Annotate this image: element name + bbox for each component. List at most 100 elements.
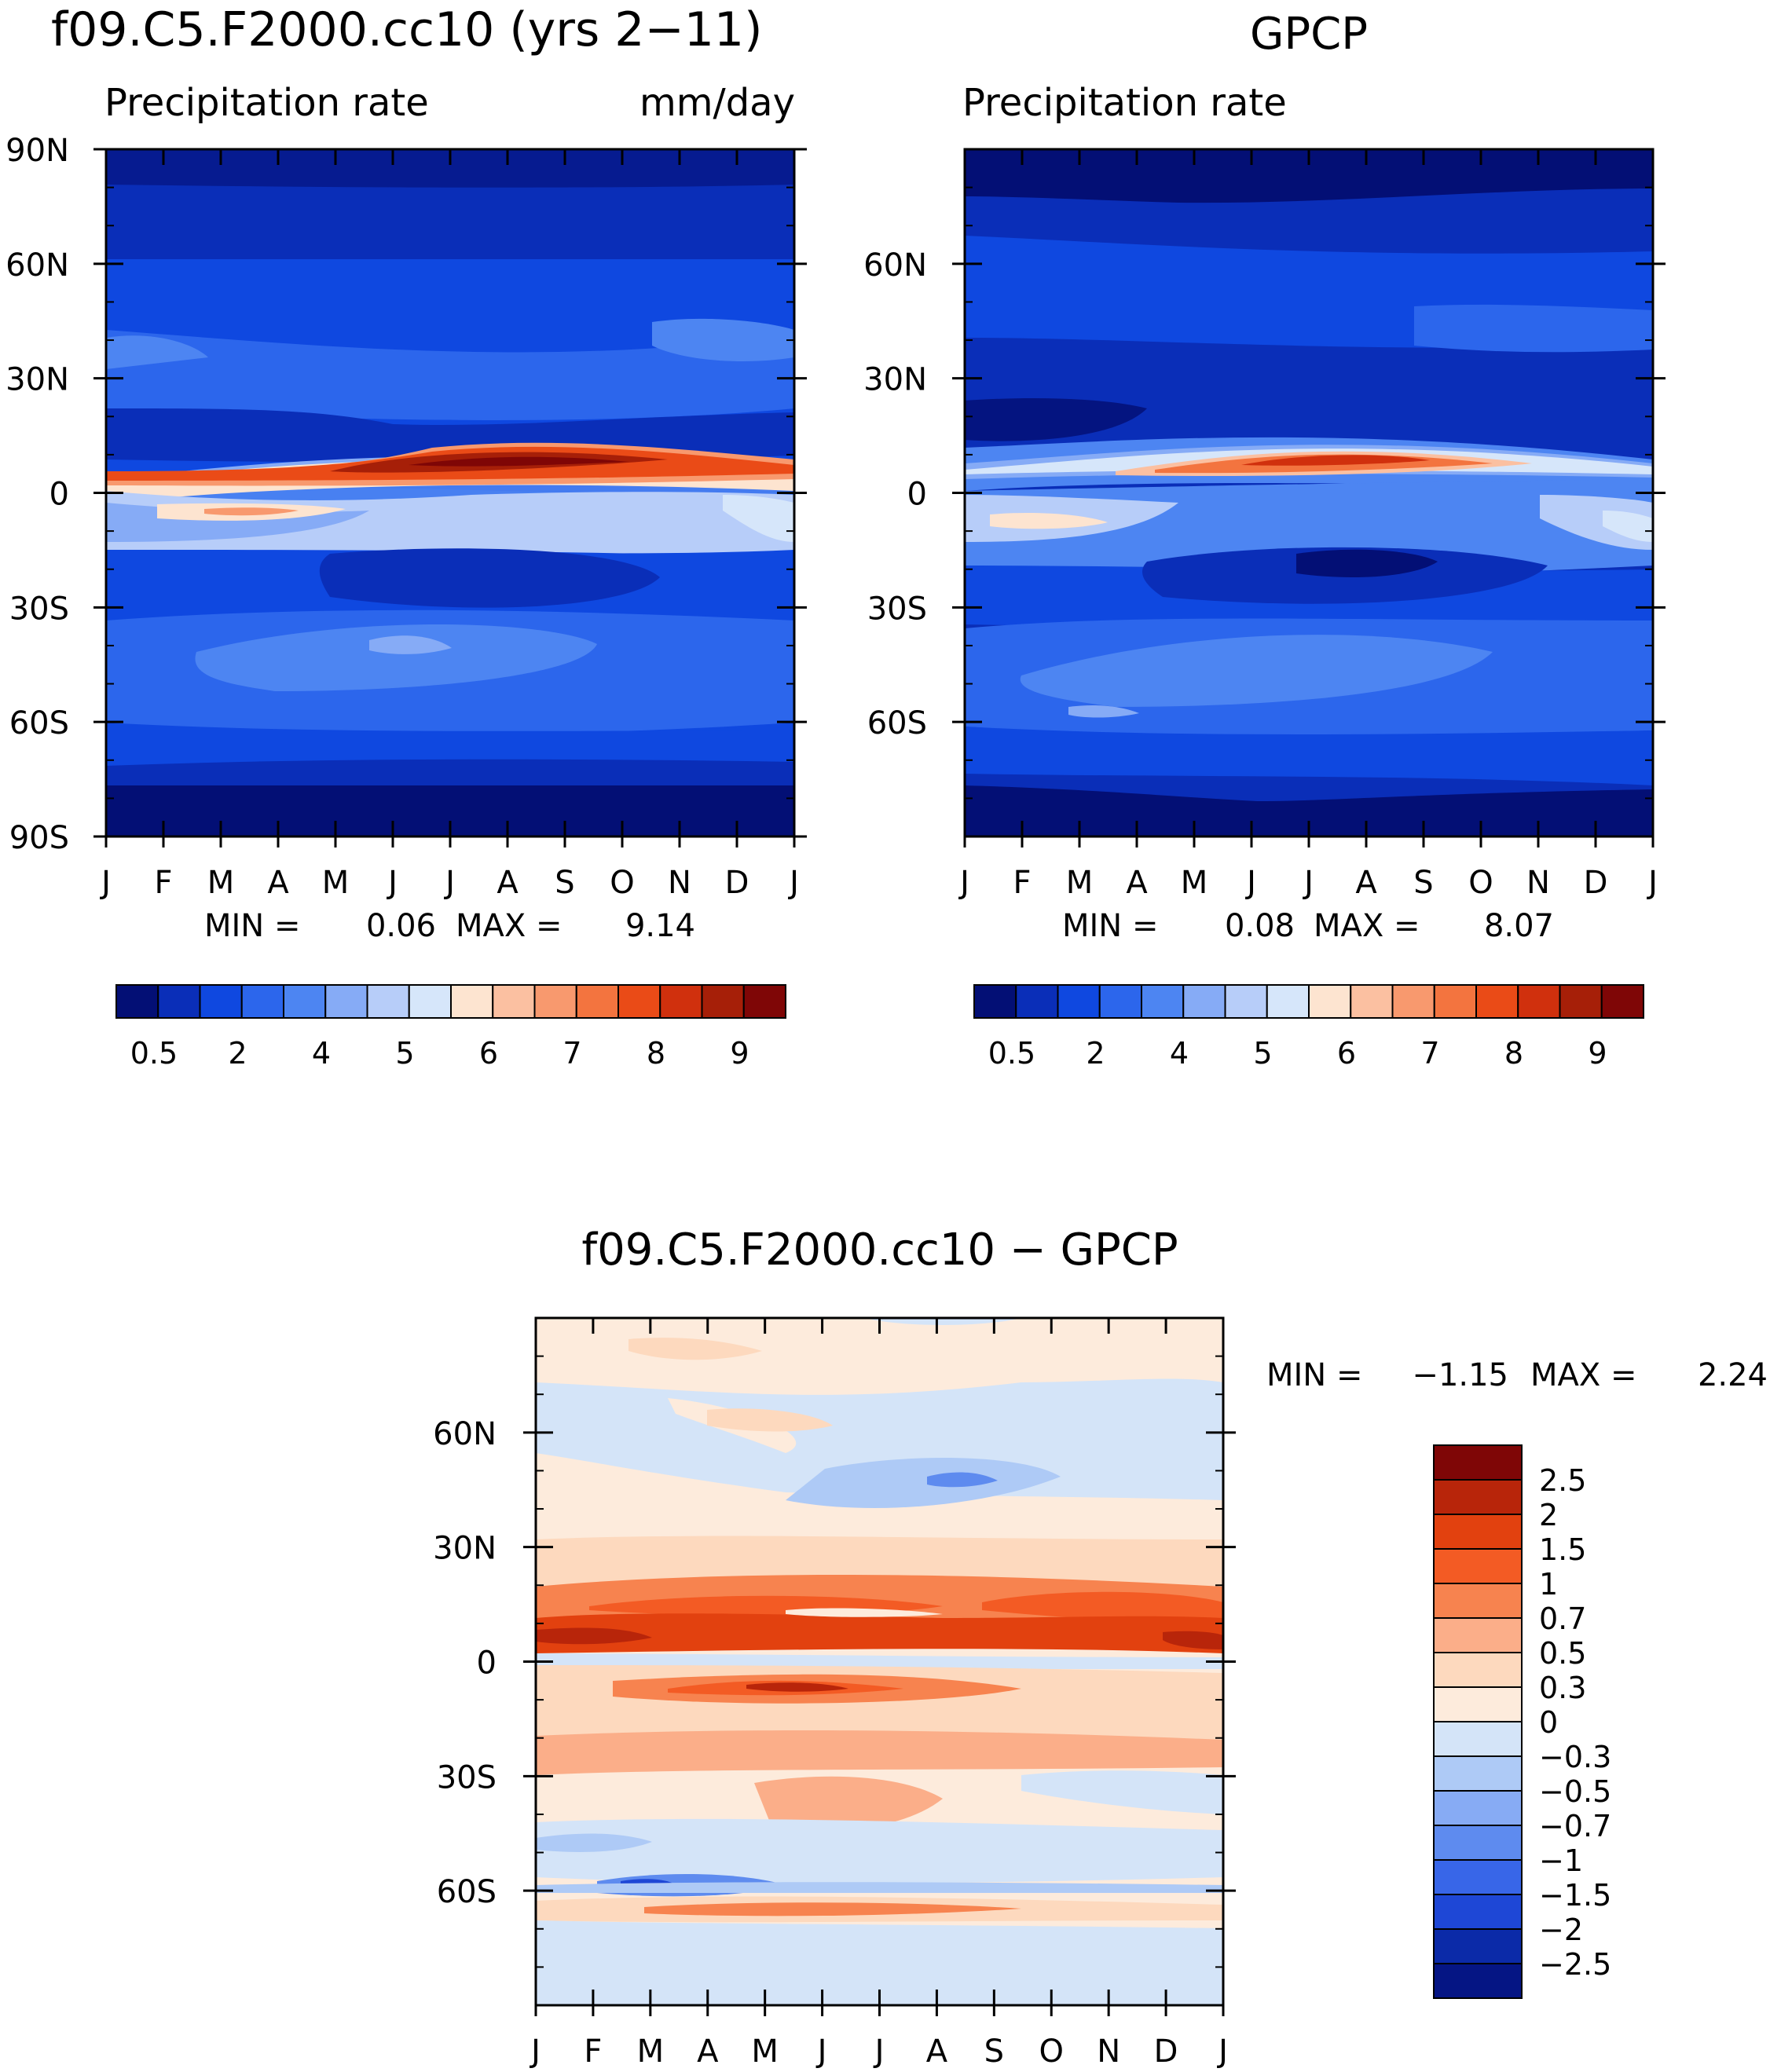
y-tick-label: 60S	[867, 705, 927, 741]
y-tick-label: 30S	[437, 1759, 497, 1796]
panel-model-subtitle-right: mm/day	[639, 81, 795, 125]
x-tick-label: S	[1413, 865, 1433, 901]
colorbar-swatch	[1141, 984, 1185, 1019]
colorbar-swatch	[199, 984, 243, 1019]
panel-gpcp: GPCP Precipitation rate	[863, 9, 1666, 1071]
colorbar-swatch	[1224, 984, 1268, 1019]
y-tick-label: 0	[49, 477, 69, 513]
colorbar-swatch	[1433, 1686, 1523, 1722]
panel-gpcp-subtitle-left: Precipitation rate	[962, 81, 1287, 125]
x-tick-label: M	[207, 865, 235, 901]
colorbar-label: −2.5	[1539, 1947, 1611, 1982]
panel-model: f09.C5.F2000.cc10 (yrs 2−11) Precipitati…	[5, 2, 807, 1071]
panel-model-colorbar: 0.5 2 4 5 6 7 8 9	[115, 984, 786, 1071]
y-tick-label: 30N	[863, 362, 927, 398]
x-tick-label: O	[1039, 2034, 1064, 2070]
colorbar-swatch	[1559, 984, 1603, 1019]
panel-difference-max-value: 2.24	[1698, 1357, 1768, 1393]
colorbar-label: 0.5	[130, 1036, 178, 1071]
y-tick-label: 60N	[433, 1416, 497, 1452]
colorbar-swatch	[1015, 984, 1059, 1019]
panel-gpcp-min-label: MIN =	[1062, 908, 1158, 944]
colorbar-swatch	[973, 984, 1017, 1019]
colorbar-label: 4	[1170, 1036, 1189, 1071]
colorbar-swatch	[1433, 1617, 1523, 1653]
colorbar-swatch	[157, 984, 201, 1019]
x-tick-label: N	[1526, 865, 1550, 901]
x-tick-label: J	[386, 865, 398, 901]
x-tick-label: F	[154, 865, 172, 901]
x-tick-label: A	[267, 865, 289, 901]
x-tick-label: J	[958, 865, 969, 901]
colorbar-swatch	[1433, 1583, 1523, 1619]
colorbar-label: 9	[1588, 1036, 1607, 1071]
colorbar-label: 2	[228, 1036, 247, 1071]
y-tick-label: 30S	[867, 591, 927, 627]
x-tick-label: F	[1013, 865, 1031, 901]
panel-difference-min-label: MIN =	[1266, 1357, 1362, 1393]
colorbar-swatch	[1600, 984, 1644, 1019]
panel-difference-colorbar: 2.521.510.70.50.30−0.3−0.5−0.7−1−1.5−2−2…	[1433, 1444, 1611, 1999]
x-tick-label: S	[555, 865, 574, 901]
colorbar-swatch	[408, 984, 452, 1019]
colorbar-label: −1.5	[1539, 1878, 1611, 1913]
colorbar-swatch	[575, 984, 619, 1019]
x-tick-label: N	[1097, 2034, 1120, 2070]
y-tick-label: 0	[477, 1646, 497, 1682]
colorbar-swatch	[659, 984, 703, 1019]
y-tick-label: 30N	[433, 1531, 497, 1567]
colorbar-label: 4	[312, 1036, 331, 1071]
colorbar-label: 0.5	[988, 1036, 1035, 1071]
x-tick-label: M	[1181, 865, 1208, 901]
x-tick-label: J	[1244, 865, 1256, 901]
colorbar-swatch	[1433, 1479, 1523, 1515]
x-tick-label: J	[1646, 865, 1658, 901]
colorbar-swatch	[366, 984, 410, 1019]
y-tick-label: 90S	[9, 820, 69, 856]
x-tick-label: A	[697, 2034, 719, 2070]
panel-model-subtitle-left: Precipitation rate	[104, 81, 429, 125]
x-tick-label: J	[443, 865, 455, 901]
colorbar-label: 0.3	[1539, 1671, 1586, 1705]
panel-difference-min-value: −1.15	[1412, 1357, 1508, 1393]
colorbar-label: 5	[1253, 1036, 1272, 1071]
x-tick-label: J	[1216, 2034, 1228, 2070]
colorbar-swatch	[1308, 984, 1352, 1019]
x-tick-label: A	[1126, 865, 1148, 901]
colorbar-swatch	[1433, 1755, 1523, 1792]
y-tick-label: 30S	[9, 591, 69, 627]
x-tick-label: O	[1468, 865, 1493, 901]
y-tick-label: 30N	[5, 362, 69, 398]
panel-gpcp-title: GPCP	[1250, 9, 1368, 60]
colorbar-label: −1	[1539, 1843, 1583, 1878]
x-tick-label: M	[637, 2034, 665, 2070]
colorbar-swatch	[1433, 1652, 1523, 1688]
y-tick-label: 60S	[9, 705, 69, 741]
colorbar-label: 6	[1337, 1036, 1356, 1071]
colorbar-label: 2	[1086, 1036, 1105, 1071]
colorbar-swatch	[1433, 1548, 1523, 1584]
x-tick-label: N	[668, 865, 691, 901]
panel-difference-title: f09.C5.F2000.cc10 − GPCP	[581, 1225, 1178, 1276]
colorbar-label: −0.3	[1539, 1740, 1611, 1774]
x-tick-label: J	[1302, 865, 1314, 901]
x-tick-label: M	[1066, 865, 1094, 901]
x-tick-label: J	[99, 865, 111, 901]
colorbar-swatch	[1391, 984, 1435, 1019]
panel-difference: f09.C5.F2000.cc10 − GPCP	[433, 1225, 1768, 2070]
panel-model-title: f09.C5.F2000.cc10 (yrs 2−11)	[51, 2, 762, 57]
colorbar-label: −0.7	[1539, 1809, 1611, 1843]
x-tick-label: O	[610, 865, 634, 901]
panel-gpcp-max-value: 8.07	[1484, 908, 1554, 944]
panel-model-max-label: MAX =	[456, 908, 563, 944]
colorbar-swatch	[1433, 1825, 1523, 1861]
colorbar-swatch	[701, 984, 745, 1019]
panel-gpcp-field	[965, 149, 1653, 836]
y-tick-label: 60S	[437, 1874, 497, 1910]
colorbar-label: 2	[1539, 1498, 1558, 1532]
panel-difference-field	[536, 1318, 1223, 2005]
x-tick-label: J	[815, 2034, 827, 2070]
x-tick-label: J	[873, 2034, 885, 2070]
panel-model-min-value: 0.06	[366, 908, 436, 944]
